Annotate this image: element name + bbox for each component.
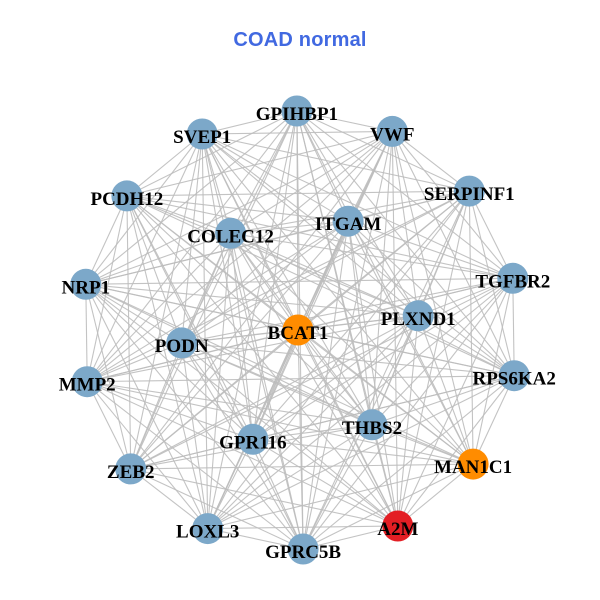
svg-text:GPIHBP1: GPIHBP1 — [256, 104, 338, 125]
svg-text:RPS6KA2: RPS6KA2 — [472, 369, 555, 390]
svg-text:ZEB2: ZEB2 — [107, 462, 155, 483]
svg-text:MMP2: MMP2 — [59, 375, 116, 396]
svg-text:COLEC12: COLEC12 — [187, 226, 274, 247]
svg-text:GPRC5B: GPRC5B — [265, 542, 341, 563]
svg-text:A2M: A2M — [377, 519, 418, 540]
svg-text:PODN: PODN — [155, 336, 209, 357]
svg-text:PCDH12: PCDH12 — [90, 189, 163, 210]
svg-text:PLXND1: PLXND1 — [381, 309, 456, 330]
svg-text:SVEP1: SVEP1 — [173, 127, 231, 148]
svg-text:ITGAM: ITGAM — [315, 214, 382, 235]
svg-text:BCAT1: BCAT1 — [268, 323, 329, 344]
svg-text:NRP1: NRP1 — [62, 277, 111, 298]
svg-text:TGFBR2: TGFBR2 — [475, 271, 550, 292]
svg-text:LOXL3: LOXL3 — [176, 522, 239, 543]
svg-text:MAN1C1: MAN1C1 — [434, 457, 512, 478]
svg-text:GPR116: GPR116 — [219, 432, 287, 453]
svg-text:SERPINF1: SERPINF1 — [424, 184, 515, 205]
svg-text:THBS2: THBS2 — [342, 418, 402, 439]
svg-text:VWF: VWF — [370, 124, 414, 145]
